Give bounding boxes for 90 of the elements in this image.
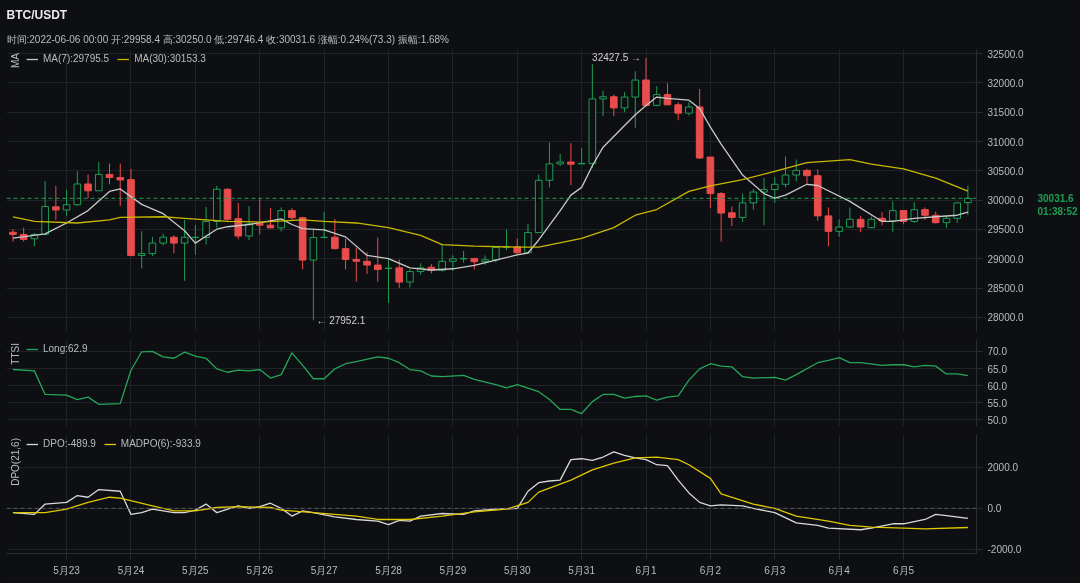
- y-tick-label: -2000.0: [987, 544, 1022, 556]
- candlestick: [9, 228, 17, 243]
- x-tick-label: 6月2: [699, 564, 722, 576]
- candlestick: [620, 91, 629, 113]
- candlestick: [245, 205, 253, 241]
- chart-title: BTC/USDT: [6, 7, 68, 22]
- candlestick: [631, 70, 640, 129]
- legend-title: MA: [10, 53, 21, 68]
- y-tick-label: 32500.0: [987, 48, 1025, 60]
- candlestick: [770, 176, 779, 204]
- candlestick: [481, 254, 489, 266]
- ref-line-label: 30031.6: [1037, 192, 1075, 204]
- candlestick: [266, 207, 275, 229]
- candlestick: [84, 173, 92, 199]
- y-tick-label: 70.0: [987, 346, 1008, 358]
- legend-label: DPO:-489.9: [43, 438, 96, 449]
- legend-label: MADPO(6):-933.9: [120, 438, 201, 449]
- x-tick-label: 5月31: [568, 564, 596, 576]
- x-tick-label: 6月3: [764, 564, 786, 576]
- y-tick-label: 2000.0: [987, 462, 1019, 474]
- legend-title: DPO(21,6): [10, 438, 21, 486]
- y-tick-label: 30000.0: [987, 195, 1025, 207]
- candlestick: [846, 207, 854, 229]
- candlestick: [180, 219, 189, 282]
- x-tick-label: 6月1: [635, 564, 658, 576]
- candlestick: [567, 142, 575, 186]
- text: 01:38:52: [1037, 205, 1078, 217]
- candlestick: [373, 237, 382, 283]
- legend-title: TTSI: [10, 343, 21, 365]
- candlestick: [685, 101, 693, 117]
- candlestick: [137, 230, 146, 269]
- y-tick-label: 65.0: [987, 363, 1008, 375]
- annotation: ← 27952.1: [316, 314, 366, 326]
- y-tick-label: 31500.0: [987, 107, 1025, 119]
- candlestick: [781, 156, 790, 188]
- candlestick: [395, 259, 404, 289]
- line-series: [12, 96, 969, 271]
- candlestick: [449, 254, 457, 272]
- candlestick: [577, 147, 586, 165]
- y-tick-label: 28500.0: [987, 283, 1025, 295]
- candlestick: [792, 159, 801, 182]
- x-tick-label: 5月27: [310, 564, 338, 576]
- candlestick: [116, 163, 125, 207]
- y-tick-label: 28000.0: [987, 312, 1025, 324]
- y-tick-label: 50.0: [987, 414, 1008, 426]
- candlestick: [599, 90, 607, 117]
- candlestick: [717, 191, 725, 243]
- candlestick: [52, 185, 60, 221]
- y-tick-label: 29000.0: [987, 253, 1025, 265]
- candlestick: [341, 237, 350, 270]
- x-tick-label: 5月29: [439, 564, 467, 576]
- y-tick-label: 55.0: [987, 397, 1008, 409]
- candlestick: [331, 218, 339, 250]
- candlestick: [309, 228, 318, 321]
- legend-label: MA(7):29795.5: [43, 53, 110, 64]
- legend-label: Long:62.9: [43, 343, 88, 354]
- x-tick-label: 6月5: [892, 564, 915, 576]
- candlestick: [610, 94, 618, 117]
- candlestick: [94, 161, 103, 192]
- candlestick: [728, 206, 736, 227]
- legend-label: MA(30):30153.3: [134, 53, 206, 64]
- x-tick-label: 5月26: [246, 564, 274, 576]
- x-tick-label: 5月25: [182, 564, 210, 576]
- y-tick-label: 29500.0: [987, 224, 1025, 236]
- x-tick-label: 5月28: [375, 564, 403, 576]
- candlestick: [910, 201, 919, 224]
- y-tick-label: 60.0: [987, 380, 1008, 392]
- x-tick-label: 5月30: [503, 564, 532, 576]
- y-tick-label: 32000.0: [987, 77, 1025, 89]
- y-tick-label: 0.0: [987, 503, 1002, 515]
- annotation: 32427.5 →: [592, 52, 642, 64]
- candlestick: [888, 200, 897, 233]
- candlestick: [438, 243, 446, 273]
- candlestick: [148, 236, 157, 257]
- candlestick: [363, 251, 371, 275]
- candlestick: [352, 247, 361, 283]
- x-tick-label: 5月24: [117, 564, 145, 576]
- y-tick-label: 30500.0: [987, 165, 1025, 177]
- y-tick-label: 31000.0: [987, 136, 1025, 148]
- chart-subtitle: 时间:2022-06-06 00:00 开:29958.4 高:30250.0 低:29746.4 收:30031.6 涨幅:0.24%(73.3) 振幅:1.68%: [6, 33, 450, 45]
- candlestick: [170, 234, 178, 254]
- x-tick-label: 5月23: [53, 564, 81, 576]
- candlestick: [824, 207, 833, 247]
- candlestick: [255, 197, 264, 235]
- candlestick: [545, 142, 554, 188]
- x-tick-label: 6月4: [828, 564, 851, 576]
- candlestick: [803, 168, 811, 185]
- candlestick: [202, 206, 210, 246]
- candlestick: [234, 202, 243, 240]
- candlestick: [105, 163, 114, 185]
